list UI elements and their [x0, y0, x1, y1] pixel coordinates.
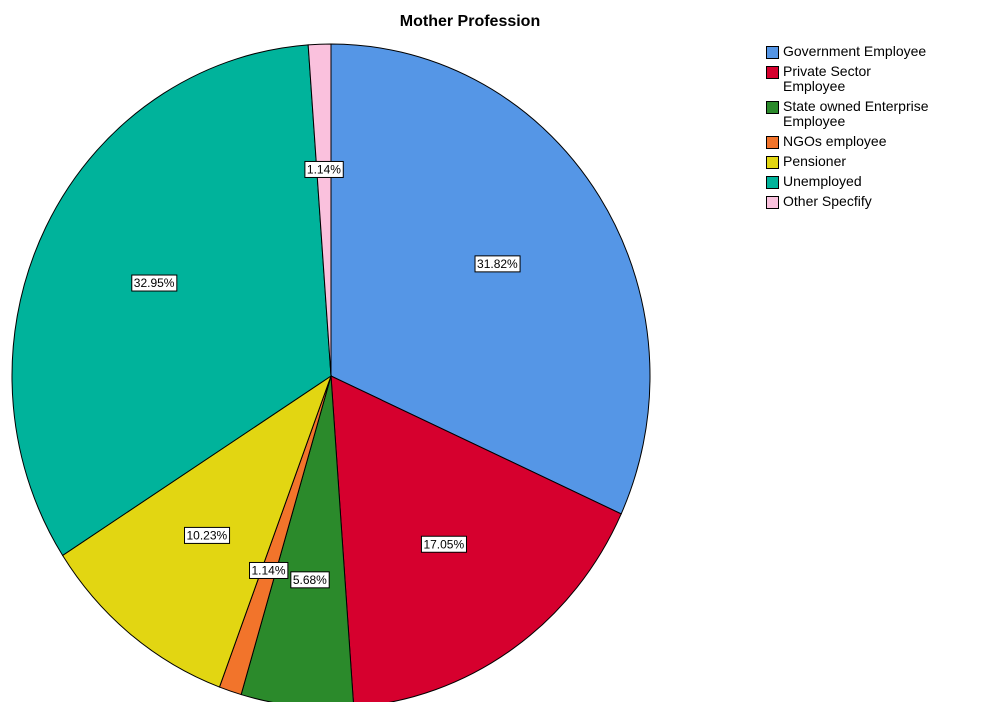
- data-label: 1.14%: [304, 160, 344, 178]
- legend-label: Private Sector Employee: [783, 63, 871, 94]
- legend-item: Other Specfify: [766, 194, 936, 209]
- legend-item: State owned Enterprise Employee: [766, 99, 936, 129]
- pie-slice: [330, 43, 651, 515]
- data-label-box: [131, 274, 178, 292]
- data-label-box: [304, 160, 344, 178]
- data-label-box: [184, 526, 231, 544]
- data-label-text: 32.95%: [134, 276, 175, 290]
- legend-label: NGOs employee: [783, 133, 887, 149]
- data-label-box: [290, 571, 330, 589]
- data-label-text: 1.14%: [307, 162, 341, 176]
- legend-item: NGOs employee: [766, 134, 936, 149]
- legend-label: Pensioner: [783, 153, 847, 169]
- data-label: 1.14%: [249, 561, 289, 579]
- legend-swatch: [766, 136, 779, 149]
- data-label-text: 31.82%: [477, 257, 518, 271]
- legend-swatch: [766, 101, 779, 114]
- legend: Government Employee Private Sector Employ…: [766, 44, 936, 214]
- legend-item: Unemployed: [766, 174, 936, 189]
- data-label-box: [474, 255, 521, 273]
- data-label: 17.05%: [420, 535, 467, 553]
- legend-label: State owned Enterprise Employee: [783, 98, 929, 129]
- data-label-box: [420, 535, 467, 553]
- legend-label: Other Specfify: [783, 193, 872, 209]
- pie-slice: [11, 44, 332, 557]
- legend-label: Government Employee: [783, 43, 927, 59]
- legend-swatch: [766, 196, 779, 209]
- legend-item: Private Sector Employee: [766, 64, 936, 94]
- legend-label: Unemployed: [783, 173, 862, 189]
- data-label-text: 17.05%: [423, 537, 464, 551]
- data-label-text: 10.23%: [187, 528, 228, 542]
- legend-item: Pensioner: [766, 154, 936, 169]
- legend-item: Government Employee: [766, 44, 936, 59]
- data-label: 31.82%: [474, 255, 521, 273]
- data-label-text: 1.14%: [252, 563, 286, 577]
- pie-slice: [307, 43, 332, 377]
- legend-swatch: [766, 156, 779, 169]
- legend-swatch: [766, 176, 779, 189]
- data-label: 32.95%: [131, 274, 178, 292]
- chart-title: Mother Profession: [400, 13, 540, 30]
- legend-swatch: [766, 66, 779, 79]
- legend-swatch: [766, 46, 779, 59]
- data-label: 5.68%: [290, 571, 330, 589]
- data-label-box: [249, 561, 289, 579]
- data-label-text: 5.68%: [293, 573, 327, 587]
- data-label: 10.23%: [184, 526, 231, 544]
